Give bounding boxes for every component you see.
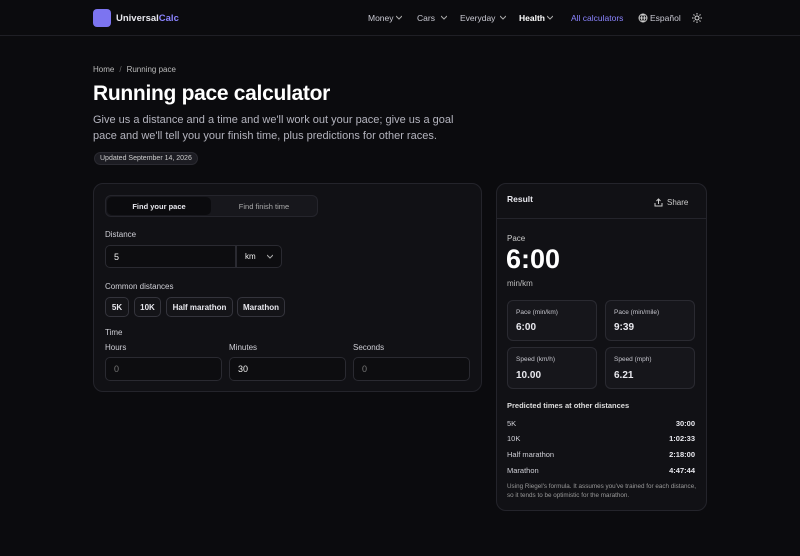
header: UniversalCalc Money Cars Everyday Health… bbox=[0, 0, 800, 36]
brand-accent: Calc bbox=[158, 13, 179, 24]
hours-input[interactable]: 0 bbox=[105, 357, 222, 381]
pace-value: 6:00 bbox=[506, 244, 561, 274]
share-icon bbox=[654, 198, 663, 207]
nav-item[interactable]: Health bbox=[519, 13, 545, 23]
time-label: Time bbox=[105, 328, 123, 337]
stat-label: Pace (min/km) bbox=[516, 309, 558, 316]
all-calculators[interactable]: All calculators bbox=[571, 13, 624, 23]
nav-item[interactable]: Money bbox=[368, 13, 394, 23]
tab[interactable]: Find finish time bbox=[238, 201, 290, 211]
race-name: Half marathon bbox=[507, 450, 555, 459]
race-name: 10K bbox=[507, 434, 521, 443]
pace-unit: min/km bbox=[507, 279, 533, 288]
unit-value: km bbox=[245, 252, 256, 261]
tab-active[interactable]: Find your pace bbox=[107, 197, 211, 215]
distance-chip[interactable]: Half marathon bbox=[166, 297, 233, 317]
logo-icon[interactable] bbox=[93, 9, 111, 27]
share-button[interactable]: Share bbox=[667, 198, 689, 207]
result-title: Result bbox=[507, 194, 533, 204]
race-time: 2:18:00 bbox=[669, 450, 695, 459]
distance-chip[interactable]: 10K bbox=[134, 297, 161, 317]
race-name: 5K bbox=[507, 419, 517, 428]
chevrons bbox=[547, 15, 553, 20]
common-label: Common distances bbox=[105, 282, 174, 291]
distance-label: Distance bbox=[105, 230, 137, 239]
intro: Give us a distance and a time and we'll … bbox=[93, 114, 454, 142]
chevrons bbox=[396, 15, 402, 20]
breadcrumb-separator: / bbox=[119, 65, 122, 74]
stat-box: Pace (min/km) 6:00 bbox=[507, 300, 597, 341]
pace-label: Pace bbox=[507, 234, 526, 243]
unit-select[interactable]: km bbox=[236, 245, 282, 268]
stat-box: Pace (min/mile) 9:39 bbox=[605, 300, 695, 341]
nav-item[interactable]: Cars bbox=[417, 13, 435, 23]
language[interactable]: Español bbox=[650, 13, 681, 23]
updated-badge: Updated September 14, 2026 bbox=[94, 152, 198, 165]
stat-box: Speed (km/h) 10.00 bbox=[507, 347, 597, 389]
chevrons bbox=[500, 15, 506, 20]
chevron bbox=[267, 254, 273, 259]
stat-label: Pace (min/mile) bbox=[614, 309, 660, 316]
page-title: Running pace calculator bbox=[93, 82, 330, 105]
field-label: Seconds bbox=[353, 343, 385, 352]
formula-note: Using Riegel's formula. It assumes you'v… bbox=[507, 483, 696, 499]
stat-value: 10.00 bbox=[516, 370, 542, 381]
chevrons bbox=[441, 15, 447, 20]
race-time: 4:47:44 bbox=[669, 466, 695, 475]
nav-item[interactable]: Everyday bbox=[460, 13, 496, 23]
predicted-title: Predicted times at other distances bbox=[507, 401, 630, 410]
race-time: 1:02:33 bbox=[669, 434, 695, 443]
brand[interactable]: UniversalCalc bbox=[116, 13, 179, 24]
race-time: 30:00 bbox=[675, 419, 695, 428]
stat-value: 6.21 bbox=[614, 370, 634, 381]
breadcrumb-current: Running pace bbox=[126, 65, 176, 74]
field-label: Hours bbox=[105, 343, 127, 352]
brand-text: Universal bbox=[116, 13, 159, 24]
stat-value: 6:00 bbox=[516, 322, 537, 333]
stat-label: Speed (mph) bbox=[614, 356, 652, 363]
distance-chip[interactable]: 5K bbox=[105, 297, 129, 317]
seconds-input[interactable]: 0 bbox=[353, 357, 470, 381]
distance-input[interactable]: 5 bbox=[105, 245, 236, 268]
minutes-input[interactable]: 30 bbox=[229, 357, 346, 381]
theme-toggle[interactable] bbox=[692, 13, 702, 23]
globe-icon bbox=[638, 13, 648, 23]
stat-value: 9:39 bbox=[614, 322, 635, 333]
breadcrumb-link[interactable]: Home bbox=[93, 65, 115, 74]
field-label: Minutes bbox=[229, 343, 258, 352]
race-name: Marathon bbox=[507, 466, 539, 475]
divider bbox=[497, 218, 706, 219]
stat-label: Speed (km/h) bbox=[516, 356, 556, 363]
breadcrumb: Home / Running pace bbox=[93, 65, 176, 74]
stat-box: Speed (mph) 6.21 bbox=[605, 347, 695, 389]
distance-chip[interactable]: Marathon bbox=[237, 297, 285, 317]
